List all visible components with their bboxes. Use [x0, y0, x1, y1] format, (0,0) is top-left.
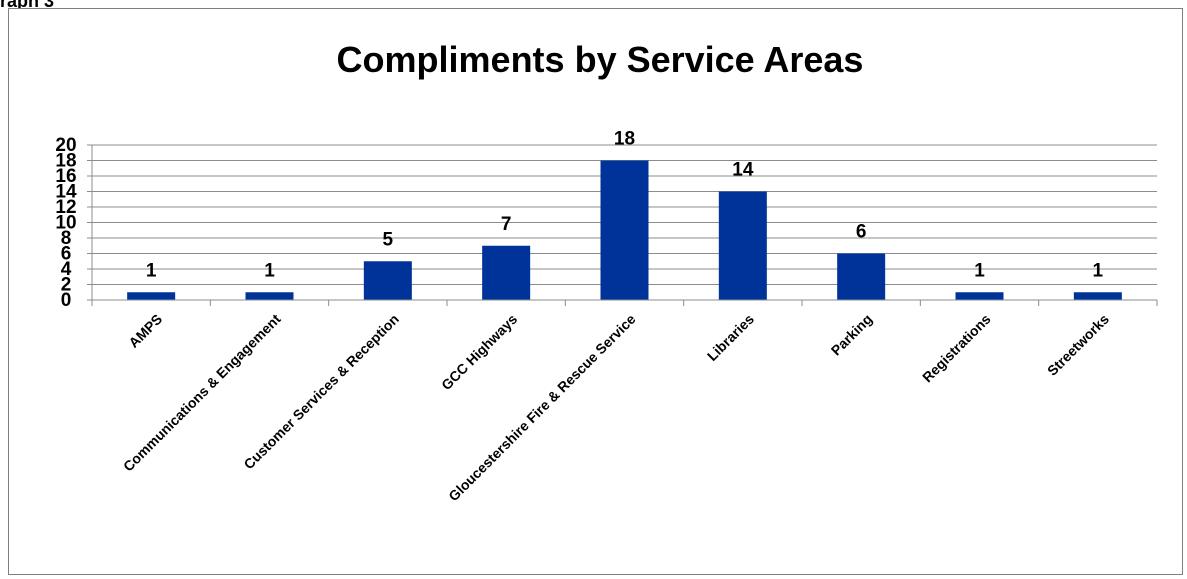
bar: [837, 253, 886, 300]
y-tick-label: 0: [61, 290, 72, 311]
bar: [1073, 292, 1122, 300]
bar: [363, 261, 412, 300]
bar: [245, 292, 294, 300]
y-tick-label: 8: [61, 228, 72, 249]
bar: [127, 292, 176, 300]
y-tick-label: 14: [55, 182, 77, 203]
data-label: 1: [264, 260, 275, 281]
y-tick-label: 18: [55, 151, 76, 172]
data-label: 18: [614, 129, 635, 150]
x-tick-label: Registrations: [919, 311, 994, 386]
x-tick-label: Streetworks: [1044, 311, 1112, 379]
y-tick-label: 4: [61, 259, 72, 280]
x-tick-label: Libraries: [704, 311, 757, 364]
y-tick-label: 12: [55, 197, 76, 218]
data-label: 1: [1093, 260, 1104, 281]
data-label: 1: [146, 260, 157, 281]
y-tick-label: 20: [55, 135, 76, 156]
data-label: 5: [383, 229, 394, 250]
page-caption: raph 3: [0, 0, 55, 11]
y-tick-label: 10: [55, 213, 76, 234]
y-tick-label: 16: [55, 166, 76, 187]
bar: [718, 191, 767, 300]
bar: [600, 160, 649, 300]
data-label: 1: [974, 260, 985, 281]
bar: [955, 292, 1004, 300]
bars: [127, 160, 1122, 300]
x-tick-label: Gloucestershire Fire & Rescue Service: [445, 311, 639, 505]
data-labels: 1 1 5 7 18 14 6 1 1: [146, 129, 1104, 282]
x-tick-label: GCC Highways: [438, 311, 520, 393]
data-label: 14: [732, 160, 754, 181]
data-label: 6: [856, 222, 867, 243]
x-tick-label: AMPS: [125, 311, 165, 351]
chart-frame: [8, 8, 1183, 575]
data-label: 7: [501, 214, 512, 235]
bar: [482, 245, 531, 300]
axes: [91, 145, 1158, 306]
chart-title: Compliments by Service Areas: [337, 39, 864, 80]
y-tick-label: 2: [61, 275, 72, 296]
y-tick-label: 6: [61, 244, 72, 265]
x-tick-label: Parking: [828, 311, 876, 359]
